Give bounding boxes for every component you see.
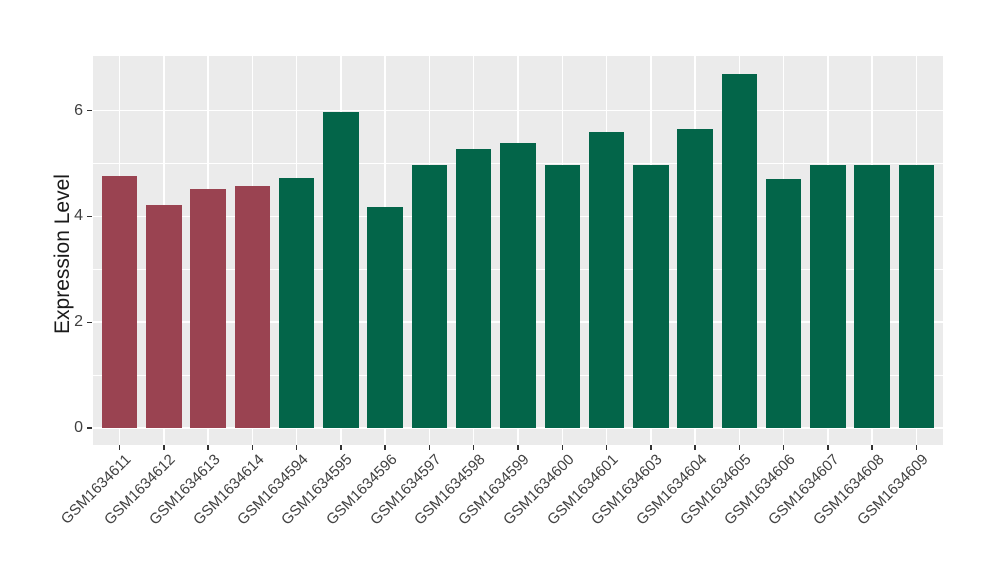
x-tick-mark (738, 445, 741, 450)
bar-GSM1634598 (456, 148, 492, 428)
x-tick-mark (384, 445, 386, 450)
bar-GSM1634613 (190, 188, 226, 428)
x-tick-mark (782, 445, 785, 450)
x-tick-mark (340, 445, 342, 450)
plot-panel (93, 56, 943, 445)
x-tick-mark (517, 445, 519, 450)
bar-GSM1634607 (810, 164, 846, 428)
bar-GSM1634604 (677, 129, 713, 428)
bar-GSM1634594 (278, 178, 315, 428)
y-tick-mark (87, 427, 92, 429)
y-tick-mark (87, 321, 92, 323)
x-tick-mark (694, 445, 696, 450)
x-tick-mark (163, 445, 165, 450)
y-tick-mark (87, 215, 92, 218)
bar-GSM1634599 (500, 143, 536, 428)
x-tick-mark (118, 445, 121, 450)
x-tick-mark (295, 445, 298, 450)
bar-GSM1634612 (146, 204, 182, 428)
x-tick-mark (251, 445, 254, 450)
x-tick-mark (650, 445, 652, 450)
bar-GSM1634596 (367, 206, 403, 428)
y-tick-mark (87, 109, 92, 112)
bar-GSM1634603 (633, 164, 669, 428)
bar-GSM1634611 (101, 175, 138, 428)
y-tick-label: 6 (74, 101, 83, 119)
bar-GSM1634608 (854, 164, 890, 428)
x-tick-mark (561, 445, 563, 450)
y-tick-label: 2 (74, 313, 83, 331)
x-tick-mark (605, 445, 608, 450)
major-gridline (93, 427, 943, 429)
x-tick-mark (473, 445, 475, 450)
bar-GSM1634605 (721, 73, 758, 428)
y-tick-label: 4 (74, 207, 83, 225)
bar-GSM1634600 (544, 164, 580, 428)
x-tick-mark (871, 445, 873, 450)
bar-GSM1634609 (898, 164, 935, 428)
bar-GSM1634614 (234, 185, 271, 428)
bar-GSM1634601 (588, 131, 625, 428)
bar-GSM1634597 (411, 164, 448, 428)
x-tick-mark (428, 445, 431, 450)
bar-GSM1634606 (765, 178, 802, 428)
major-gridline (93, 109, 943, 112)
x-tick-mark (207, 445, 209, 450)
x-tick-mark (827, 445, 829, 450)
x-tick-mark (915, 445, 918, 450)
bar-GSM1634595 (323, 111, 359, 428)
y-tick-label: 0 (74, 419, 83, 436)
